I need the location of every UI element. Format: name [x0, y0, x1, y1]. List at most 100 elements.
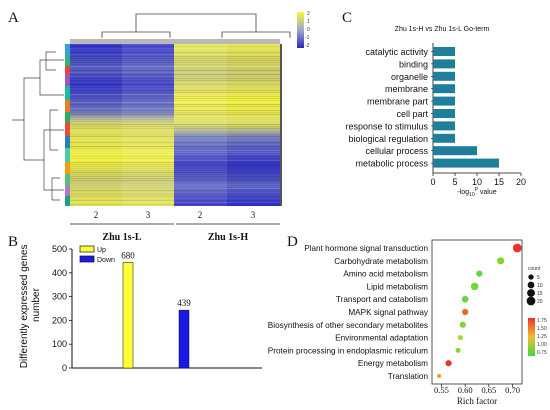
color-legend-label: 1.75: [537, 318, 547, 324]
c-category-label: response to stimulus: [345, 121, 428, 131]
d-x-ticks: 0.55 0.60 0.65 0.70: [434, 384, 520, 395]
heatmap-row: [70, 92, 280, 93]
heatmap-row: [70, 68, 280, 69]
heatmap-row: [70, 82, 280, 83]
size-legend-dot: [528, 274, 534, 280]
d-xtick-label: 0.55: [434, 385, 449, 395]
d-point: [445, 360, 452, 367]
d-category-label: Plant hormone signal transduction: [304, 244, 428, 253]
c-category-label: cell part: [396, 109, 428, 119]
cbar-tick-2: 0: [307, 27, 310, 33]
c-category-label: catalytic activity: [365, 47, 428, 57]
c-bar: [433, 146, 477, 156]
color-legend-label: 1.50: [537, 326, 547, 332]
heatmap-row: [70, 58, 280, 59]
heatmap-row: [70, 150, 280, 151]
heatmap-row: [70, 202, 280, 203]
size-legend: 5 10 15 20: [526, 274, 543, 306]
heatmap-row: [70, 54, 280, 55]
heatmap-row: [70, 106, 280, 107]
row-dendrogram: [12, 51, 64, 201]
heatmap-row: [70, 44, 280, 45]
heatmap-row: [70, 166, 280, 167]
cbar-tick-4: -2: [305, 43, 310, 49]
heatmap-row: [70, 124, 280, 125]
heatmap-row: [70, 102, 280, 103]
c-category-label: metabolic process: [355, 159, 428, 169]
c-bar: [433, 84, 455, 94]
d-point: [461, 295, 469, 303]
size-legend-title: count: [528, 266, 541, 272]
heatmap-row: [70, 162, 280, 163]
b-ytick-label: 200: [52, 315, 67, 325]
d-category-label: Lipid metabolism: [367, 282, 429, 291]
legend-label-up: Up: [97, 247, 106, 254]
b-ylabel-line-2: number: [31, 287, 42, 322]
color-legend-label: 1.25: [537, 334, 547, 340]
c-category-label: membrane: [385, 84, 428, 94]
d-category-label: Environmental adaptation: [335, 334, 428, 343]
cbar-tick-3: -1: [305, 35, 310, 41]
heatmap-row: [70, 140, 280, 141]
heatmap-row: [70, 120, 280, 121]
d-category-label: Carbohydrate metabolism: [334, 257, 428, 266]
d-xlabel: Rich factor: [457, 396, 497, 406]
b-ytick-label: 300: [52, 292, 67, 302]
heatmap-row: [70, 174, 280, 175]
c-bar: [433, 59, 455, 69]
heatmap-row: [70, 200, 280, 201]
heatmap-colorbar: [297, 12, 304, 48]
cbar-tick-1: 1: [307, 19, 310, 25]
legend-label-down: Down: [97, 257, 115, 264]
size-legend-label: 15: [537, 291, 543, 297]
d-xtick-label: 0.65: [481, 385, 496, 395]
row-annotation-strip: [65, 44, 70, 206]
c-bar: [433, 121, 455, 131]
c-category-label: binding: [399, 59, 428, 69]
heatmap-row: [70, 164, 280, 165]
heatmap-row: [70, 78, 280, 79]
c-bar: [433, 47, 455, 56]
d-category-label: Biosynthesis of other secondary metaboli…: [268, 321, 428, 330]
column-dendrogram: [101, 13, 291, 38]
heatmap-row: [70, 194, 280, 195]
panel-a: A: [8, 10, 310, 243]
c-xlabel-sup: P: [475, 187, 479, 193]
c-xlabel-sub: 10: [469, 192, 475, 198]
b-bar-value-label: 680: [121, 250, 135, 260]
color-legend-label: 1.00: [537, 342, 547, 348]
heatmap-row: [70, 142, 280, 143]
heatmap-right-border: [280, 44, 282, 206]
b-ytick-label: 0: [62, 363, 67, 373]
b-ylabel-line-1: Differently expressed genes: [19, 245, 30, 369]
heatmap-row: [70, 72, 280, 73]
panel-b: B Differently expressed genes number 0 10…: [8, 234, 262, 373]
b-bar-up: [122, 262, 134, 369]
c-bar: [433, 109, 455, 118]
heatmap-row: [70, 146, 280, 147]
panel-c: C Zhu 1s-H vs Zhu 1s-L Go-term catalytic…: [342, 10, 526, 198]
d-point: [462, 308, 469, 316]
d-category-label: Translation: [388, 372, 429, 381]
column-label-3: 2: [198, 210, 203, 220]
d-point: [459, 321, 466, 328]
c-category-label: organelle: [391, 72, 428, 82]
legend-swatch-up: [79, 245, 95, 253]
d-points: Plant hormone signal transduction Carbohy…: [268, 243, 522, 381]
heatmap-row: [70, 94, 280, 95]
heatmap-row: [70, 52, 280, 53]
heatmap-col-3: [174, 44, 227, 206]
c-xtick-label: 15: [494, 177, 504, 187]
heatmap-row: [70, 192, 280, 193]
heatmap-row: [70, 84, 280, 85]
d-category-label: Transport and catabolism: [336, 295, 428, 304]
column-header-bar: [70, 39, 280, 44]
c-xtick-label: 0: [430, 177, 435, 187]
heatmap-row: [70, 122, 280, 123]
heatmap-row: [70, 66, 280, 67]
heatmap-row: [70, 86, 280, 87]
color-legend: 1.75 1.50 1.25 1.00 0.75: [537, 318, 547, 356]
size-legend-label: 10: [537, 283, 543, 289]
heatmap-row: [70, 48, 280, 49]
column-label-4: 3: [251, 210, 256, 220]
